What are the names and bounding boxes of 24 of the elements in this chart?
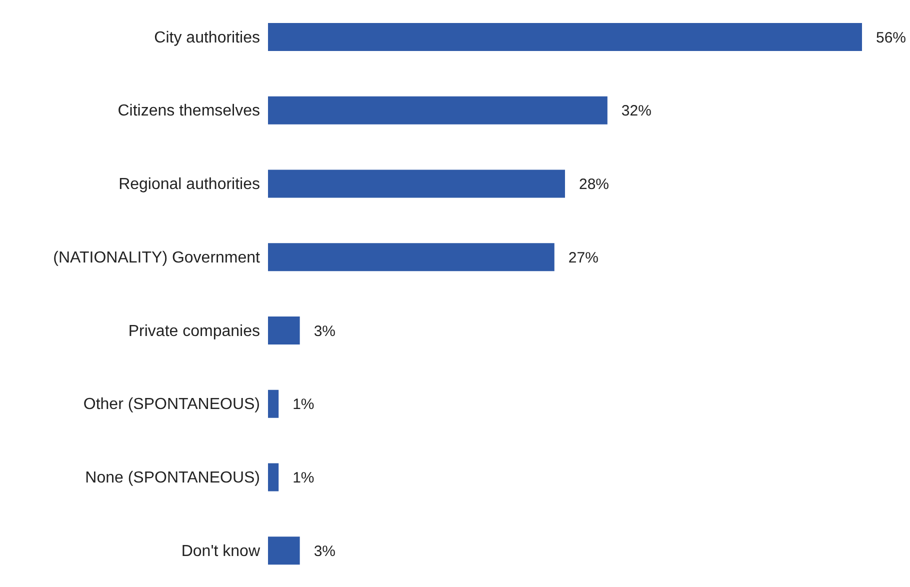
bar — [268, 96, 608, 124]
y-tick-label: Private companies — [128, 322, 260, 340]
y-tick-label: (NATIONALITY) Government — [53, 249, 261, 266]
data-label: 28% — [579, 176, 610, 194]
y-tick-label: None (SPONTANEOUS) — [85, 470, 260, 487]
y-tick-label: City authorities — [154, 29, 260, 46]
data-label: 27% — [568, 249, 598, 266]
y-tick-label: Regional authorities — [118, 176, 260, 194]
bar — [268, 170, 565, 198]
bar — [268, 23, 862, 51]
bar — [268, 463, 279, 492]
y-tick-label: Other (SPONTANEOUS) — [83, 396, 260, 414]
data-label: 3% — [314, 322, 336, 340]
bar — [268, 243, 554, 272]
data-label: 56% — [876, 29, 906, 46]
bar — [268, 536, 300, 565]
bar — [268, 316, 300, 344]
data-label: 1% — [292, 470, 314, 487]
y-tick-label: Don't know — [181, 542, 260, 560]
data-label: 32% — [621, 102, 652, 120]
data-label: 1% — [292, 396, 314, 414]
data-label: 3% — [314, 542, 336, 560]
y-tick-label: Citizens themselves — [118, 102, 260, 120]
bar — [268, 390, 279, 418]
